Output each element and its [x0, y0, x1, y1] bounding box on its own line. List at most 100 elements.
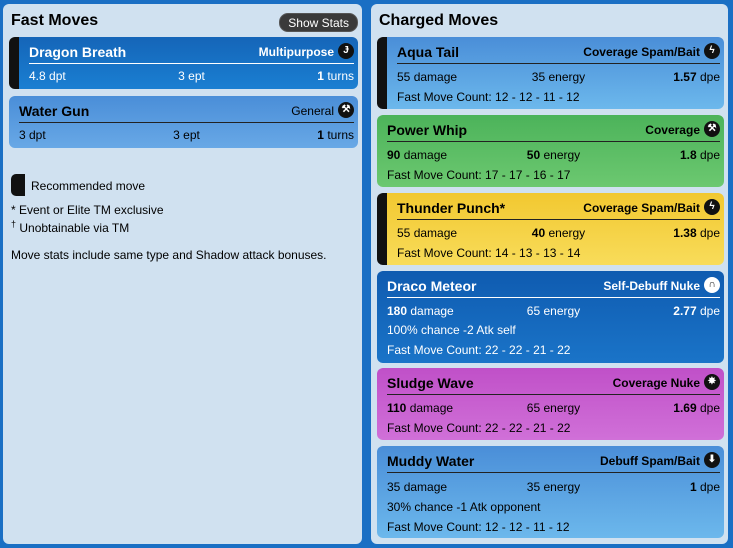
divider	[397, 219, 720, 220]
ept-value: 3 ept	[178, 69, 205, 83]
fast-move-count: Fast Move Count: 22 - 22 - 21 - 22	[387, 343, 571, 357]
energy-unit: energy	[540, 148, 581, 162]
charged-move-power-whip[interactable]: Power Whip Coverage ⚒ 90 damage 50 energ…	[377, 115, 724, 187]
damage-number: 55	[397, 226, 411, 240]
self-debuff-icon: ∩	[704, 277, 720, 293]
debuff-icon: ⬇	[704, 452, 720, 468]
damage-unit: damage	[407, 304, 454, 318]
energy-unit: energy	[545, 70, 586, 84]
damage-value: 180 damage	[387, 304, 454, 318]
move-name: Thunder Punch*	[397, 200, 506, 216]
charged-moves-title: Charged Moves	[379, 12, 499, 29]
nuke-icon: ✸	[704, 374, 720, 390]
move-archetype: Coverage Spam/Bait	[583, 45, 700, 59]
energy-value: 40 energy	[397, 226, 720, 240]
fast-move-count: Fast Move Count: 14 - 13 - 13 - 14	[397, 246, 581, 260]
energy-unit: energy	[545, 226, 586, 240]
move-archetype: Coverage	[645, 123, 700, 137]
fast-moves-title: Fast Moves	[11, 12, 99, 29]
move-name: Water Gun	[19, 103, 90, 119]
move-effect: 30% chance -1 Atk opponent	[387, 500, 541, 514]
energy-unit: energy	[540, 401, 581, 415]
unobtainable-text: Unobtainable via TM	[16, 221, 130, 235]
fast-moves-panel: Fast Moves Show Stats Dragon Breath Mult…	[3, 4, 362, 544]
coverage-icon: ⚒	[704, 121, 720, 137]
damage-number: 180	[387, 304, 408, 318]
energy-number: 65	[526, 304, 541, 318]
charged-move-muddy-water[interactable]: Muddy Water Debuff Spam/Bait ⬇ 35 damage…	[377, 446, 724, 538]
fast-move-dragon-breath[interactable]: Dragon Breath Multipurpose Ɉ 4.8 dpt 3 e…	[9, 37, 358, 89]
move-name: Aqua Tail	[397, 44, 459, 60]
damage-number: 90	[387, 148, 401, 162]
charged-move-draco-meteor[interactable]: Draco Meteor Self-Debuff Nuke ∩ 180 dama…	[377, 271, 724, 363]
divider	[29, 63, 354, 64]
energy-number: 40	[531, 226, 546, 240]
charged-move-sludge-wave[interactable]: Sludge Wave Coverage Nuke ✸ 110 damage 6…	[377, 368, 724, 440]
charged-move-aqua-tail[interactable]: Aqua Tail Coverage Spam/Bait ϟ 55 damage…	[377, 37, 724, 109]
elite-note: * Event or Elite TM exclusive	[11, 203, 164, 217]
energy-unit: energy	[540, 480, 581, 494]
recommended-legend: Recommended move	[31, 179, 146, 193]
fast-move-count: Fast Move Count: 12 - 12 - 11 - 12	[387, 520, 570, 534]
move-name: Sludge Wave	[387, 375, 474, 391]
spam-bait-icon: ϟ	[704, 199, 720, 215]
energy-number: 35	[526, 480, 541, 494]
move-name: Dragon Breath	[29, 44, 127, 60]
damage-value: 90 damage	[387, 148, 447, 162]
dpe-value: 1 dpe	[690, 480, 720, 494]
fast-move-count: Fast Move Count: 12 - 12 - 11 - 12	[397, 90, 580, 104]
energy-value: 50 energy	[387, 148, 720, 162]
dagger-mark: †	[11, 219, 17, 229]
dpe-value: 1.8 dpe	[680, 148, 720, 162]
turns-number: 1	[317, 69, 324, 83]
turns-unit: turns	[323, 128, 354, 142]
damage-value: 110 damage	[387, 401, 453, 415]
dpe-unit: dpe	[696, 480, 720, 494]
dpe-unit: dpe	[696, 304, 720, 318]
energy-number: 35	[531, 70, 546, 84]
show-stats-button[interactable]: Show Stats	[279, 13, 358, 32]
dpe-unit: dpe	[696, 70, 720, 84]
turns-number: 1	[317, 128, 324, 142]
dpe-unit: dpe	[696, 226, 720, 240]
charged-move-thunder-punch[interactable]: Thunder Punch* Coverage Spam/Bait ϟ 55 d…	[377, 193, 724, 265]
dpe-value: 1.69 dpe	[673, 401, 720, 415]
stats-note: Move stats include same type and Shadow …	[11, 248, 327, 262]
divider	[387, 297, 720, 298]
damage-value: 55 damage	[397, 70, 457, 84]
general-icon: ⚒	[338, 102, 354, 118]
damage-number: 35	[387, 480, 401, 494]
turns-unit: turns	[323, 69, 354, 83]
energy-unit: energy	[540, 304, 581, 318]
dpe-value: 1.38 dpe	[673, 226, 720, 240]
dpe-number: 2.77	[673, 304, 697, 318]
damage-unit: damage	[400, 148, 448, 162]
move-name: Muddy Water	[387, 453, 475, 469]
dpt-value: 3 dpt	[19, 128, 46, 142]
dpe-number: 1.69	[673, 401, 697, 415]
dpe-unit: dpe	[696, 401, 720, 415]
energy-value: 35 energy	[397, 70, 720, 84]
ept-value: 3 ept	[173, 128, 200, 142]
fast-move-water-gun[interactable]: Water Gun General ⚒ 3 dpt 3 ept 1 turns	[9, 96, 358, 148]
multipurpose-icon: Ɉ	[338, 43, 354, 59]
move-name: Draco Meteor	[387, 278, 477, 294]
damage-value: 55 damage	[397, 226, 457, 240]
turns-value: 1 turns	[317, 69, 354, 83]
dpt-value: 4.8 dpt	[29, 69, 66, 83]
energy-value: 35 energy	[387, 480, 720, 494]
fast-move-count: Fast Move Count: 17 - 17 - 16 - 17	[387, 168, 571, 182]
divider	[387, 472, 720, 473]
spam-bait-icon: ϟ	[704, 43, 720, 59]
divider	[387, 141, 720, 142]
damage-unit: damage	[406, 401, 454, 415]
damage-unit: damage	[400, 480, 448, 494]
dpe-value: 2.77 dpe	[673, 304, 720, 318]
damage-unit: damage	[410, 226, 458, 240]
move-archetype: Self-Debuff Nuke	[603, 279, 700, 293]
dpe-number: 1.8	[679, 148, 697, 162]
energy-value: 65 energy	[387, 401, 720, 415]
damage-number: 110	[387, 401, 407, 415]
divider	[387, 394, 720, 395]
unobtainable-note: † Unobtainable via TM	[11, 219, 129, 235]
